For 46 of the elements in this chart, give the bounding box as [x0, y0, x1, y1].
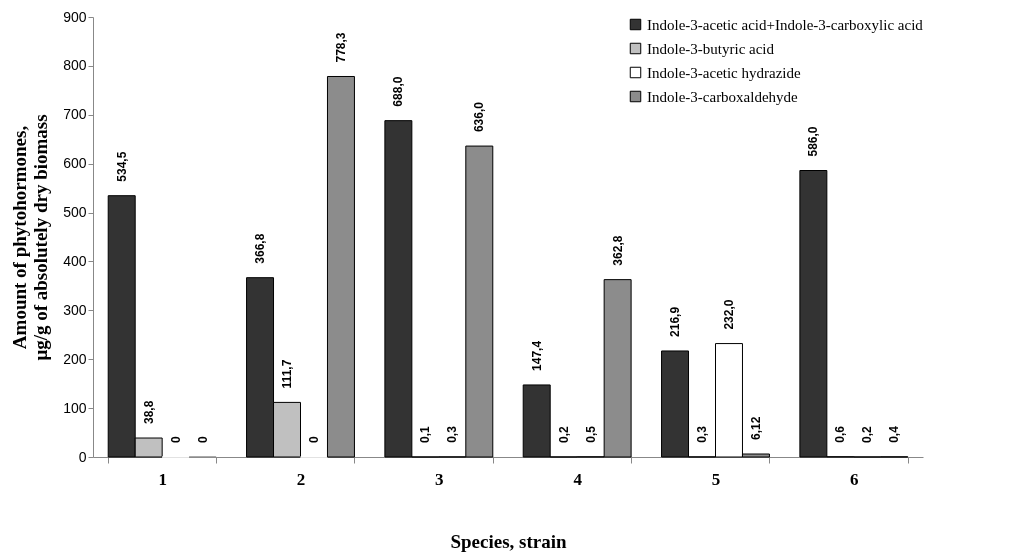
y-tick-label: 300 [63, 301, 87, 318]
x-tick-label: 4 [573, 469, 583, 489]
data-label: 586,0 [806, 126, 821, 157]
y-tick-label: 0 [78, 448, 87, 465]
legend-label: Indole-3-carboxaldehyde [647, 88, 799, 105]
data-label: 0,6 [833, 425, 848, 443]
data-label: 0,5 [583, 425, 598, 443]
data-label: 366,8 [253, 233, 268, 264]
y-tick-label: 700 [63, 106, 87, 123]
data-label: 111,7 [280, 359, 295, 389]
data-label: 0,3 [695, 425, 710, 443]
data-label: 0 [168, 436, 183, 443]
data-label: 147,4 [529, 340, 544, 371]
y-tick-label: 600 [63, 155, 87, 172]
data-label: 362,8 [610, 235, 625, 266]
x-tick-label: 1 [158, 469, 167, 489]
y-tick-label: 500 [63, 204, 87, 221]
data-label: 778,3 [333, 32, 348, 63]
data-label: 0,3 [445, 425, 460, 443]
x-tick-label: 2 [296, 469, 306, 489]
y-tick-label: 400 [63, 252, 87, 269]
x-tick-label: 5 [711, 469, 721, 489]
data-label: 0,1 [418, 425, 433, 443]
y-tick-label: 900 [63, 8, 87, 25]
data-label: 38,8 [141, 400, 156, 425]
data-label: 216,9 [668, 306, 683, 337]
data-label: 0 [195, 436, 210, 443]
legend-label: Indole-3-acetic hydrazide [647, 64, 801, 81]
data-label: 0,4 [887, 425, 902, 443]
y-tick-label: 800 [63, 57, 87, 74]
y-axis-title: Amount of phytohormones, μg/g of absolutely dry biomass [9, 114, 52, 361]
y-tick-label: 200 [63, 350, 87, 367]
data-label: 534,5 [114, 151, 129, 182]
y-tick-label: 100 [63, 399, 87, 416]
data-label: 688,0 [391, 76, 406, 107]
data-label: 6,12 [748, 416, 763, 441]
data-label: 0,2 [860, 425, 875, 443]
x-tick-label: 3 [435, 469, 444, 489]
x-tick-label: 6 [850, 469, 859, 489]
legend-label: Indole-3-acetic acid+Indole-3-carboxylic acid [647, 16, 924, 33]
data-label: 0,2 [556, 425, 571, 443]
x-axis-title: Species, strain [450, 530, 567, 552]
data-label: 232,0 [721, 299, 736, 330]
legend-label: Indole-3-butyric acid [647, 40, 775, 57]
data-label: 636,0 [472, 101, 487, 133]
data-label: 0 [306, 436, 321, 443]
